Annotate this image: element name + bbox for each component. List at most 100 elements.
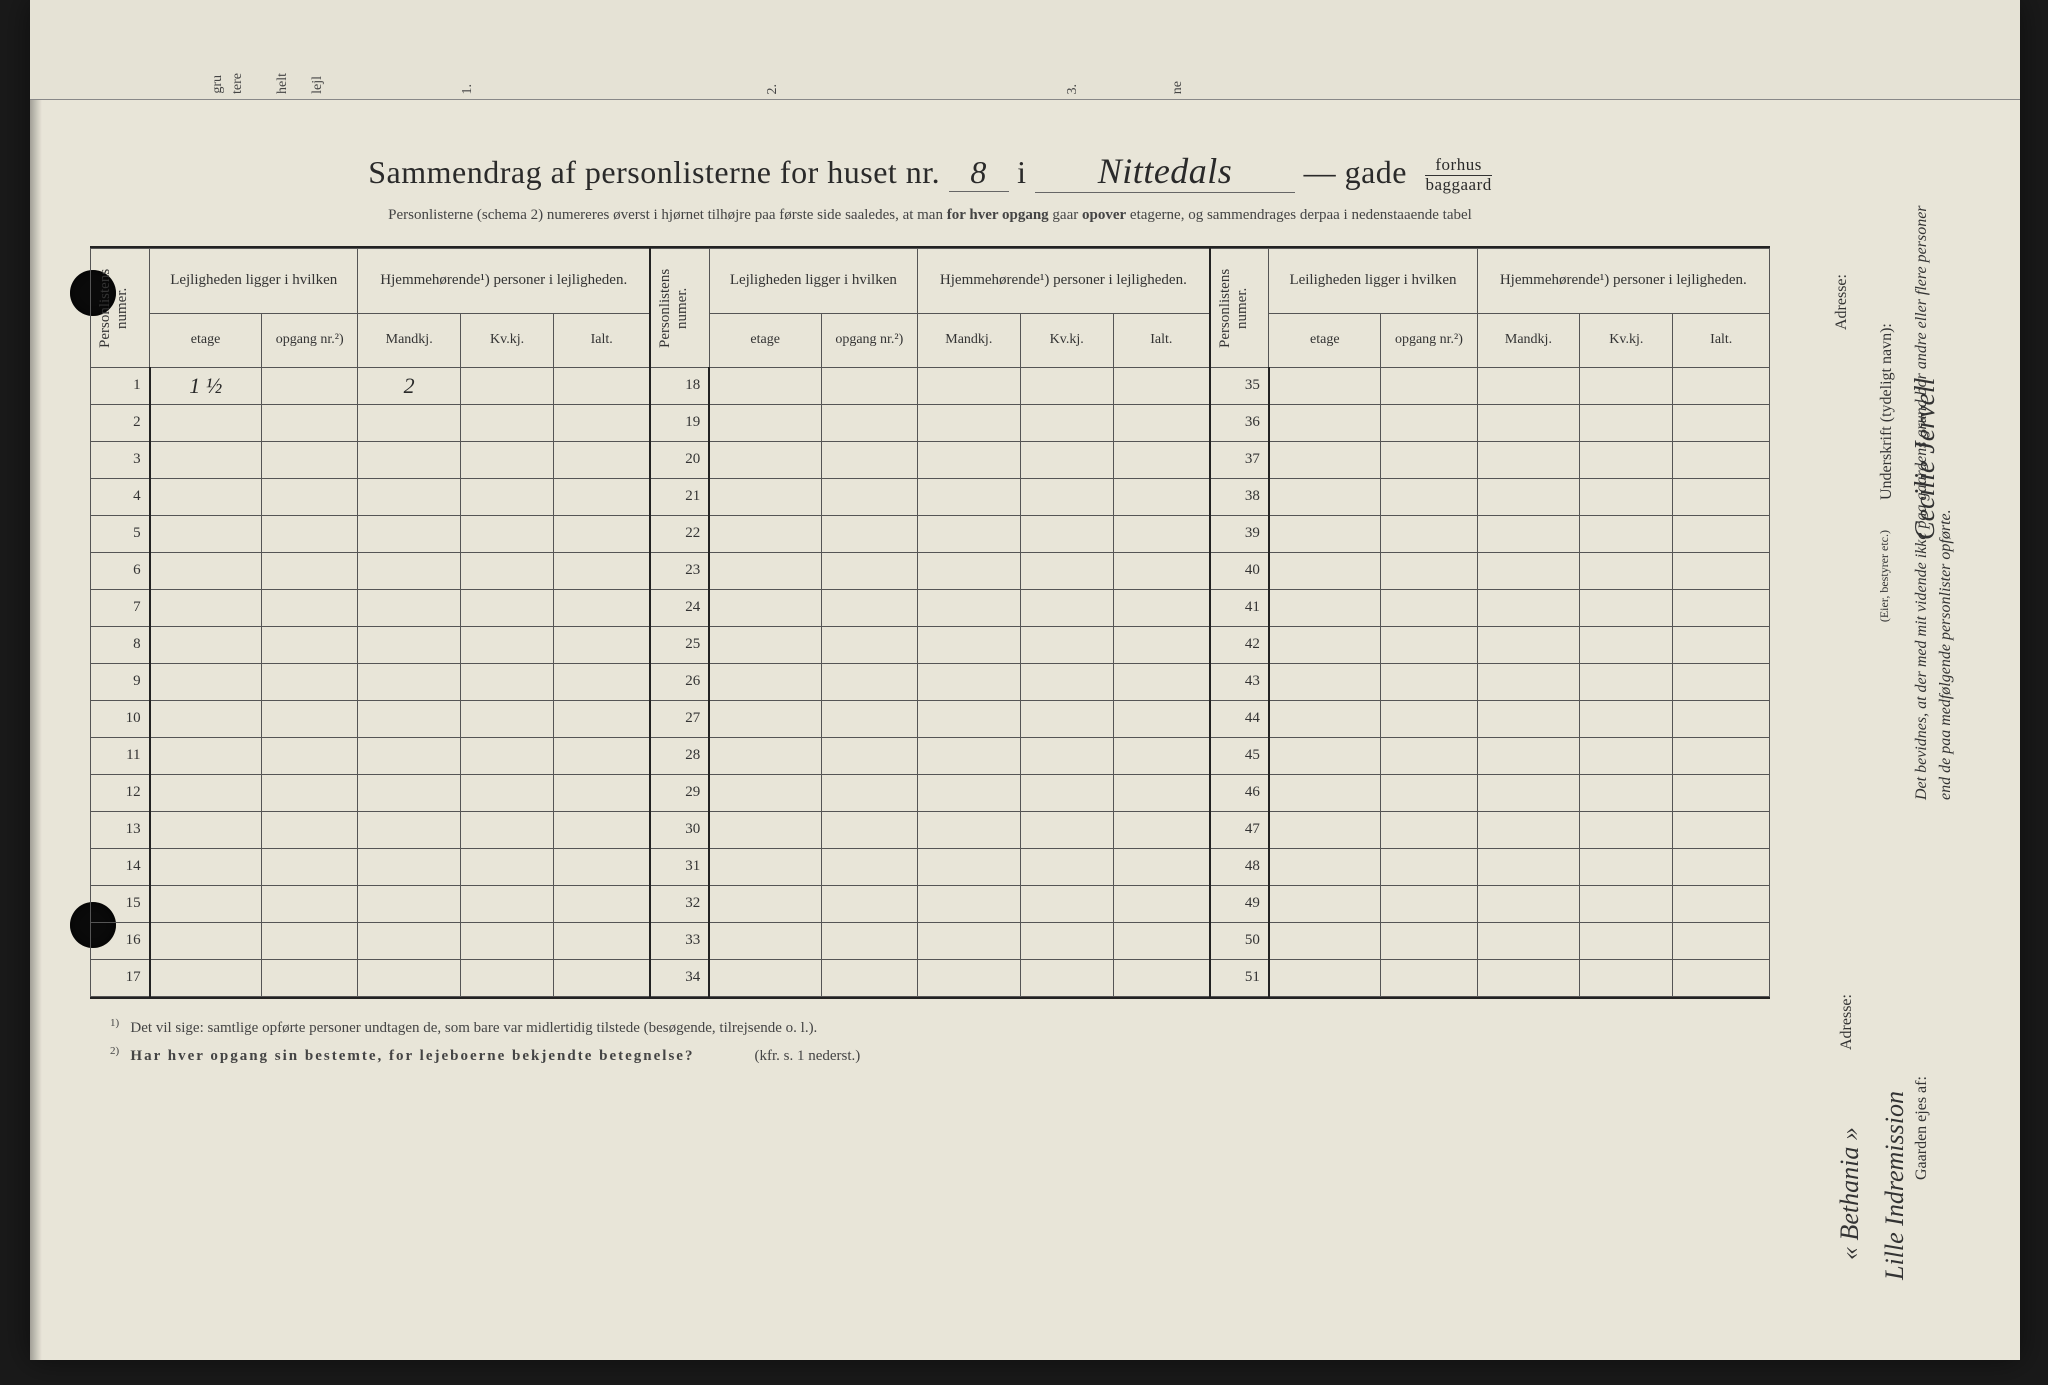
header-ialt-1: Ialt. (554, 313, 650, 367)
cell (1020, 626, 1113, 663)
row-num: 32 (650, 885, 709, 922)
cell (1020, 700, 1113, 737)
cell (150, 737, 262, 774)
cell (460, 885, 553, 922)
cell (1113, 922, 1209, 959)
row-num: 2 (91, 404, 150, 441)
cell (150, 626, 262, 663)
cell (1477, 811, 1580, 848)
cell (554, 552, 650, 589)
cell (1113, 626, 1209, 663)
cell (554, 885, 650, 922)
row-num: 29 (650, 774, 709, 811)
cell (150, 848, 262, 885)
cell (709, 589, 821, 626)
cell (460, 848, 553, 885)
cell (1673, 737, 1770, 774)
cell (709, 663, 821, 700)
cell (918, 922, 1021, 959)
cell (1477, 552, 1580, 589)
cell (1580, 811, 1673, 848)
row-num: 28 (650, 737, 709, 774)
cell (709, 922, 821, 959)
cell (1673, 700, 1770, 737)
forhus-baggaard: forhus baggaard (1425, 156, 1491, 194)
cell (709, 700, 821, 737)
header-kvkj-2: Kv.kj. (1020, 313, 1113, 367)
cell (1477, 774, 1580, 811)
title-line: Sammendrag af personlisterne for huset n… (90, 150, 1770, 195)
cell (1580, 515, 1673, 552)
cell (1113, 441, 1209, 478)
row-num: 34 (650, 959, 709, 996)
row-num: 24 (650, 589, 709, 626)
cell (1269, 626, 1381, 663)
header-opgang-1: opgang nr.²) (261, 313, 357, 367)
table-row: 82542 (91, 626, 1770, 663)
cell (261, 589, 357, 626)
right-margin-notes: Det bevidnes, at der med mit vidende ikk… (1790, 180, 1990, 1300)
cell (1477, 922, 1580, 959)
cell (1580, 404, 1673, 441)
cell (1020, 811, 1113, 848)
cell (1269, 589, 1381, 626)
row-num: 35 (1210, 367, 1269, 404)
footnote-2-sup: 2) (110, 1045, 119, 1057)
table-row: 72441 (91, 589, 1770, 626)
header-personlistens-2: Personlistens numer. (655, 253, 693, 363)
cell (460, 367, 553, 404)
cell (1269, 811, 1381, 848)
cell (1477, 404, 1580, 441)
cell (1381, 478, 1477, 515)
subtitle-bold2: opover (1082, 207, 1126, 223)
row-num: 26 (650, 663, 709, 700)
cell (1673, 774, 1770, 811)
cell (918, 367, 1021, 404)
header-etage-2: etage (709, 313, 821, 367)
cell (821, 848, 917, 885)
cell (918, 885, 1021, 922)
cell (1269, 885, 1381, 922)
cell (1113, 848, 1209, 885)
cell (1673, 589, 1770, 626)
cell (1477, 515, 1580, 552)
header-mandkj-3: Mandkj. (1477, 313, 1580, 367)
underskrift-label: Underskrift (tydeligt navn): (1875, 180, 1899, 500)
cell (1477, 700, 1580, 737)
cell (554, 663, 650, 700)
top-label-3: helt (275, 73, 291, 94)
cell (358, 552, 461, 589)
row-num: 11 (91, 737, 150, 774)
cell (261, 441, 357, 478)
cell (821, 441, 917, 478)
row-num: 5 (91, 515, 150, 552)
cell (460, 922, 553, 959)
cell (709, 367, 821, 404)
cell (460, 700, 553, 737)
table-row: 133047 (91, 811, 1770, 848)
table-row: 42138 (91, 478, 1770, 515)
cell (918, 774, 1021, 811)
cell (1673, 959, 1770, 996)
row-num: 14 (91, 848, 150, 885)
row-num: 20 (650, 441, 709, 478)
cell (150, 478, 262, 515)
cell (554, 700, 650, 737)
header-lejligheden-2: Lejligheden ligger i hvilken (709, 248, 917, 313)
cell (709, 626, 821, 663)
cell (554, 811, 650, 848)
cell (460, 663, 553, 700)
cell (261, 515, 357, 552)
cell (460, 737, 553, 774)
cell (358, 922, 461, 959)
cell (358, 959, 461, 996)
header-hjemme-2: Hjemmehørende¹) personer i lejligheden. (918, 248, 1210, 313)
cell (1020, 663, 1113, 700)
cell (1580, 626, 1673, 663)
top-page-fragment: gru tere helt lejl 1. 2. 3. ne (30, 0, 2020, 100)
header-mandkj-2: Mandkj. (918, 313, 1021, 367)
cell (1020, 478, 1113, 515)
table-body: 11 ½218352193632037421385223962340724418… (91, 367, 1770, 996)
cell (1381, 626, 1477, 663)
cell (261, 922, 357, 959)
